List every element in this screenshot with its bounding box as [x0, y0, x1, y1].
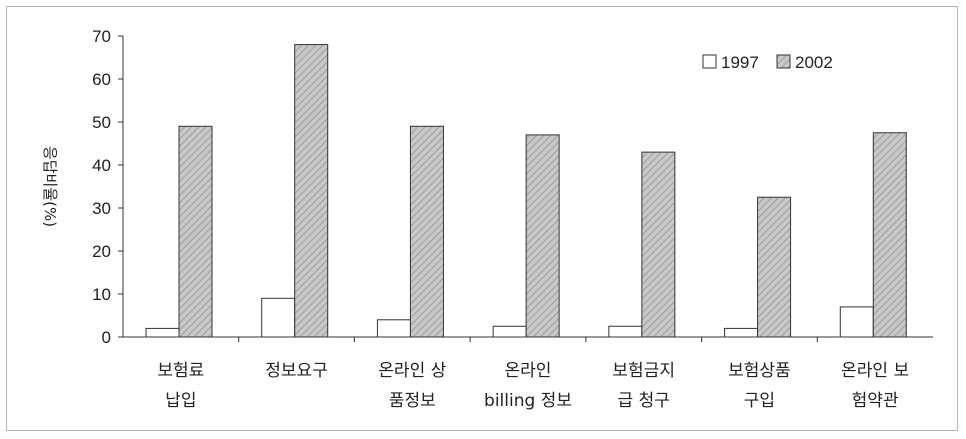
y-axis-label: 응답비율(%) — [41, 146, 59, 227]
category-label: 품정보 — [389, 391, 436, 411]
category-label: 보험금지 — [612, 361, 675, 381]
legend-label-2002: 2002 — [795, 53, 833, 72]
bar-2002 — [525, 134, 560, 338]
category-label: 구입 — [744, 391, 775, 411]
bar-2002 — [178, 125, 213, 338]
legend-label-1997: 1997 — [721, 53, 759, 72]
y-tick-label: 30 — [92, 199, 111, 218]
category-label: 보험료 — [157, 361, 204, 381]
bar-1997 — [492, 325, 527, 338]
category-label: 납입 — [165, 391, 196, 411]
category-label: 정보요구 — [265, 361, 328, 381]
y-tick-label: 40 — [92, 156, 111, 175]
category-label: 온라인 — [505, 361, 552, 381]
bar-1997 — [724, 327, 759, 338]
category-label: billing 정보 — [484, 391, 572, 411]
y-tick-label: 10 — [92, 285, 111, 304]
category-label: 보험상품 — [728, 361, 791, 381]
bar-2002 — [757, 196, 792, 338]
bar-2002 — [641, 151, 676, 338]
bar-1997 — [261, 297, 296, 338]
bar-2002 — [409, 125, 444, 338]
y-tick-label: 60 — [92, 70, 111, 89]
legend-swatch-1997 — [702, 54, 717, 69]
bar-2002 — [294, 44, 329, 338]
category-label: 급 청구 — [618, 391, 670, 411]
y-tick-label: 70 — [92, 27, 111, 46]
legend-swatch-2002 — [776, 54, 791, 69]
bar-1997 — [608, 325, 643, 338]
y-tick-label: 50 — [92, 113, 111, 132]
category-label: 온라인 보 — [841, 361, 909, 381]
y-tick-label: 0 — [102, 328, 111, 347]
category-label: 온라인 상 — [378, 361, 446, 381]
y-tick-label: 20 — [92, 242, 111, 261]
bar-1997 — [145, 327, 180, 338]
bar-1997 — [839, 306, 874, 338]
bar-1997 — [376, 319, 411, 338]
bar-2002 — [872, 132, 907, 338]
category-label: 험약관 — [852, 391, 899, 411]
